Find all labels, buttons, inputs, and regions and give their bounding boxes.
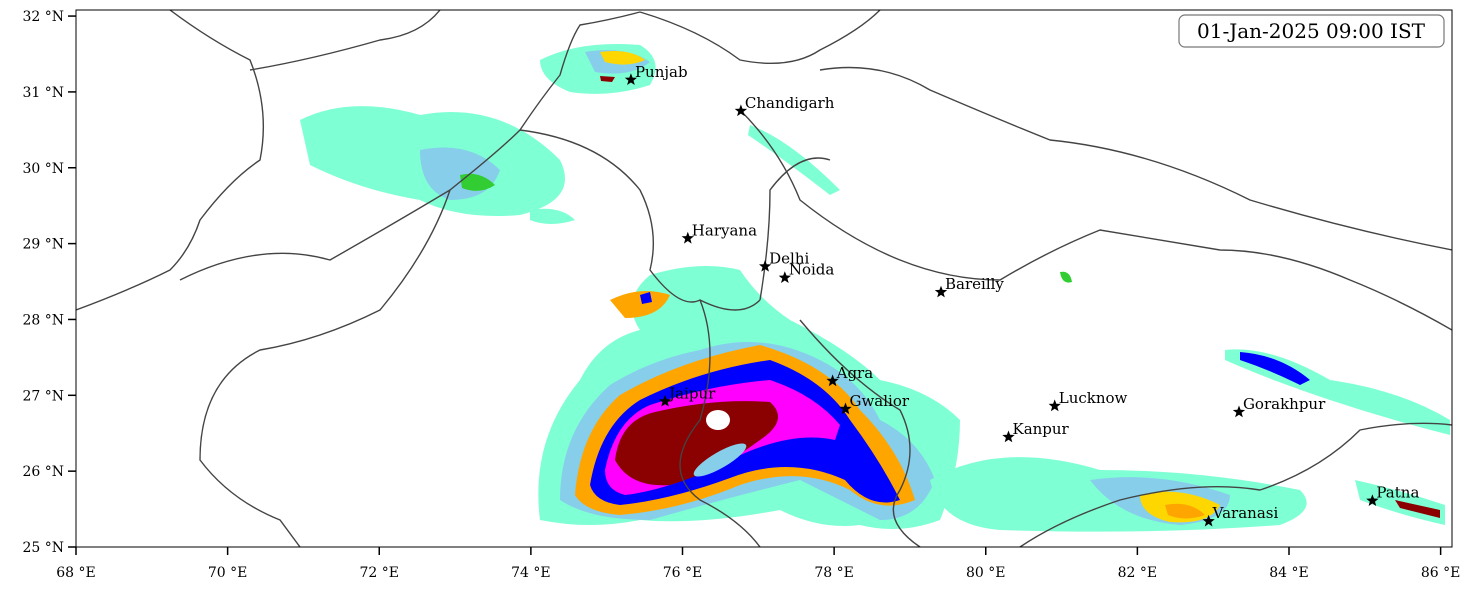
y-tick-label: 32 °N bbox=[22, 9, 64, 25]
city-marker bbox=[681, 231, 694, 244]
city-marker bbox=[734, 104, 748, 117]
city-label: Kanpur bbox=[1012, 420, 1069, 438]
y-tick-label: 27 °N bbox=[22, 388, 64, 404]
city-label: Punjab bbox=[635, 63, 688, 81]
y-tick-label: 30 °N bbox=[22, 161, 64, 177]
x-tick-label: 76 °E bbox=[663, 565, 702, 581]
rainfall bbox=[300, 44, 1450, 532]
city-marker bbox=[778, 271, 791, 283]
city-marker bbox=[934, 285, 948, 298]
x-tick-label: 84 °E bbox=[1269, 565, 1308, 581]
title-box bbox=[1178, 14, 1445, 48]
x-tick-label: 78 °E bbox=[814, 565, 853, 581]
city-label: Jaipur bbox=[667, 384, 716, 402]
city-label: Patna bbox=[1376, 484, 1419, 502]
city-label: Bareilly bbox=[945, 275, 1004, 293]
city-marker bbox=[1202, 514, 1215, 527]
city-marker bbox=[826, 374, 839, 387]
city-marker bbox=[839, 402, 852, 415]
city-label: Varanasi bbox=[1212, 504, 1279, 522]
city-label: Delhi bbox=[769, 249, 809, 267]
y-tick-label: 26 °N bbox=[22, 464, 64, 480]
borders bbox=[76, 10, 1452, 547]
x-tick-label: 70 °E bbox=[208, 565, 247, 581]
axes: 68 °E 70 °E 72 °E 74 °E 76 °E 78 °E 80 °E 82 °E… bbox=[22, 9, 1460, 581]
city-marker bbox=[1366, 494, 1379, 506]
city-label: Agra bbox=[836, 364, 874, 382]
city-marker bbox=[1048, 399, 1061, 412]
x-tick-label: 72 °E bbox=[360, 565, 399, 581]
y-tick-label: 31 °N bbox=[22, 85, 64, 101]
frame bbox=[75, 9, 1453, 548]
city-label: Gorakhpur bbox=[1243, 395, 1326, 413]
city-marker bbox=[1232, 405, 1246, 418]
city-label: Chandigarh bbox=[745, 94, 835, 112]
city-marker bbox=[1002, 430, 1015, 443]
city-marker bbox=[759, 259, 772, 272]
y-tick-label: 29 °N bbox=[22, 237, 64, 253]
city-marker bbox=[624, 73, 638, 85]
city-label: Lucknow bbox=[1059, 389, 1128, 407]
x-tick-label: 86 °E bbox=[1421, 565, 1460, 581]
city-marker bbox=[658, 394, 672, 407]
y-tick-label: 25 °N bbox=[22, 540, 64, 556]
city-label: Gwalior bbox=[849, 392, 909, 410]
x-tick-label: 80 °E bbox=[966, 565, 1005, 581]
x-tick-label: 82 °E bbox=[1118, 565, 1157, 581]
y-tick-label: 28 °N bbox=[22, 312, 64, 328]
x-tick-label: 74 °E bbox=[511, 565, 550, 581]
city-label: Noida bbox=[789, 261, 835, 279]
city-label: Haryana bbox=[692, 221, 757, 239]
timestamp: 01-Jan-2025 09:00 IST bbox=[1197, 19, 1426, 43]
x-tick-label: 68 °E bbox=[56, 565, 95, 581]
